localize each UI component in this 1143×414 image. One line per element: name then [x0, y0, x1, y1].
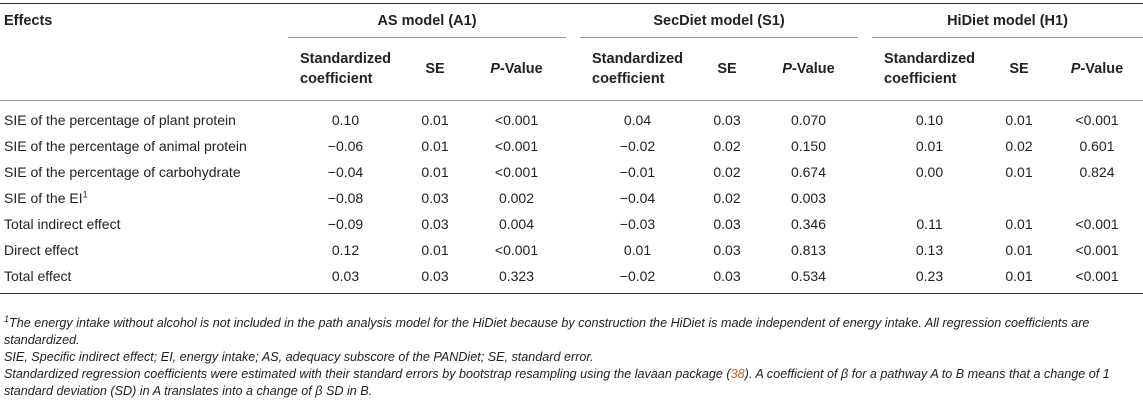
cell-hidiet-coef: 0.13 [915, 242, 944, 258]
table-row: Direct effect 0.12 0.01 <0.001 0.01 0.03 0.813… [0, 237, 1143, 263]
cell-secdiet-se: 0.03 [713, 112, 741, 128]
cell-secdiet-se: 0.02 [713, 164, 741, 180]
table-row: SIE of the EI1 −0.08 0.03 0.002 −0.04 0.02 0.0… [0, 185, 1143, 211]
reference-link[interactable]: 38 [730, 367, 745, 381]
se-header-as: SE [403, 37, 467, 101]
cell-hidiet-p: <0.001 [1075, 112, 1119, 128]
effects-header: Effects [4, 12, 53, 29]
coef-header-secdiet: Standardized coefficient [580, 37, 695, 101]
cell-as-se: 0.01 [421, 242, 449, 258]
cell-secdiet-p: 0.813 [790, 242, 827, 258]
cell-as-p: <0.001 [494, 112, 539, 128]
cell-hidiet-se: 0.01 [1005, 164, 1033, 180]
cell-hidiet-p [1051, 185, 1143, 211]
cell-hidiet-coef [872, 185, 987, 211]
cell-hidiet-coef: 0.23 [872, 263, 987, 294]
cell-secdiet-coef: −0.02 [619, 138, 656, 154]
cell-secdiet-p: 0.534 [759, 263, 858, 294]
cell-as-se: 0.01 [421, 138, 449, 154]
cell-as-coef: 0.03 [288, 263, 403, 294]
cell-secdiet-se: 0.02 [713, 190, 741, 206]
coef-header-as: Standardized coefficient [288, 37, 403, 101]
cell-secdiet-se: 0.02 [713, 138, 741, 154]
table-body: SIE of the percentage of plant protein 0.… [0, 101, 1143, 294]
cell-as-coef: −0.09 [327, 216, 364, 232]
table-row: Total indirect effect −0.09 0.03 0.004 −0.03… [0, 211, 1143, 237]
cell-hidiet-p: <0.001 [1075, 216, 1119, 232]
cell-hidiet-coef: 0.11 [916, 216, 943, 232]
table-row: Total effect 0.03 0.03 0.323 −0.02 0.03 0.534 0… [0, 263, 1143, 294]
group-header-hidiet: HiDiet model (H1) [872, 4, 1143, 38]
cell-as-coef: −0.06 [327, 138, 364, 154]
cell-secdiet-se: 0.03 [713, 242, 741, 258]
cell-secdiet-p: 0.070 [790, 112, 827, 128]
cell-secdiet-coef: −0.03 [619, 216, 656, 232]
group-header-row: Effects AS model (A1) SecDiet model (S1)… [0, 4, 1143, 38]
group-header-secdiet: SecDiet model (S1) [580, 4, 858, 38]
cell-hidiet-se: 0.02 [1005, 138, 1033, 154]
cell-secdiet-p: 0.003 [790, 190, 827, 206]
cell-secdiet-coef: −0.01 [619, 164, 656, 180]
coef-header-hidiet: Standardized coefficient [872, 37, 987, 101]
cell-secdiet-coef: 0.04 [623, 112, 652, 128]
cell-hidiet-coef: 0.00 [915, 164, 944, 180]
table-footnotes: 1The energy intake without alcohol is no… [4, 313, 1137, 400]
cell-hidiet-p: 0.824 [1079, 164, 1115, 180]
cell-hidiet-coef: 0.01 [915, 138, 944, 154]
table-row: SIE of the percentage of animal protein −… [0, 133, 1143, 159]
cell-as-coef: 0.12 [331, 242, 360, 258]
cell-secdiet-se: 0.03 [713, 216, 741, 232]
cell-hidiet-p: <0.001 [1051, 263, 1143, 294]
se-header-secdiet: SE [695, 37, 759, 101]
row-label: SIE of the percentage of carbohydrate [4, 164, 241, 180]
p-header-hidiet: P-Value [1051, 37, 1143, 101]
cell-hidiet-p: 0.601 [1079, 138, 1115, 154]
cell-secdiet-p: 0.150 [790, 138, 827, 154]
cell-as-se: 0.01 [421, 164, 449, 180]
cell-as-p: <0.001 [494, 164, 539, 180]
footnote-abbreviations: SIE, Specific indirect effect; EI, energ… [4, 350, 594, 364]
cell-secdiet-p: 0.346 [790, 216, 827, 232]
row-label: Total effect [0, 263, 288, 294]
cell-hidiet-coef: 0.10 [915, 112, 944, 128]
cell-hidiet-se: 0.01 [1005, 242, 1033, 258]
cell-hidiet-se: 0.01 [987, 263, 1051, 294]
footnote-method: Standardized regression coefficients wer… [4, 367, 1110, 398]
se-header-hidiet: SE [987, 37, 1051, 101]
footnote-energy-intake: 1The energy intake without alcohol is no… [4, 313, 1090, 347]
cell-hidiet-se: 0.01 [1005, 216, 1033, 232]
cell-as-p: <0.001 [494, 242, 539, 258]
sub-header-row: Standardized coefficient SE P-Value Stand… [0, 37, 1143, 101]
results-table: Effects AS model (A1) SecDiet model (S1)… [0, 3, 1143, 294]
row-label: SIE of the percentage of animal protein [4, 138, 247, 154]
cell-as-se: 0.03 [421, 216, 449, 232]
cell-hidiet-se [987, 185, 1051, 211]
cell-as-coef: −0.04 [327, 164, 364, 180]
group-header-as: AS model (A1) [288, 4, 566, 38]
cell-as-p: 0.002 [498, 190, 535, 206]
cell-secdiet-se: 0.03 [695, 263, 759, 294]
cell-secdiet-coef: 0.01 [623, 242, 652, 258]
row-label: SIE of the EI1 [4, 189, 88, 206]
cell-secdiet-coef: −0.04 [619, 190, 656, 206]
cell-secdiet-p: 0.674 [790, 164, 827, 180]
cell-as-se: 0.03 [403, 263, 467, 294]
cell-as-coef: −0.08 [327, 190, 364, 206]
table-row: SIE of the percentage of carbohydrate −0.… [0, 159, 1143, 185]
cell-hidiet-se: 0.01 [1005, 112, 1033, 128]
cell-as-se: 0.01 [421, 112, 449, 128]
row-label: Total indirect effect [4, 216, 121, 232]
cell-as-se: 0.03 [421, 190, 449, 206]
cell-as-p: 0.004 [498, 216, 535, 232]
cell-as-p: <0.001 [494, 138, 539, 154]
row-label: Direct effect [4, 242, 79, 258]
p-header-as: P-Value [467, 37, 566, 101]
row-label: SIE of the percentage of plant protein [4, 112, 236, 128]
p-header-secdiet: P-Value [759, 37, 858, 101]
cell-hidiet-p: <0.001 [1075, 242, 1119, 258]
cell-as-p: 0.323 [467, 263, 566, 294]
table-row: SIE of the percentage of plant protein 0.… [0, 101, 1143, 134]
cell-as-coef: 0.10 [331, 112, 360, 128]
cell-secdiet-coef: −0.02 [580, 263, 695, 294]
